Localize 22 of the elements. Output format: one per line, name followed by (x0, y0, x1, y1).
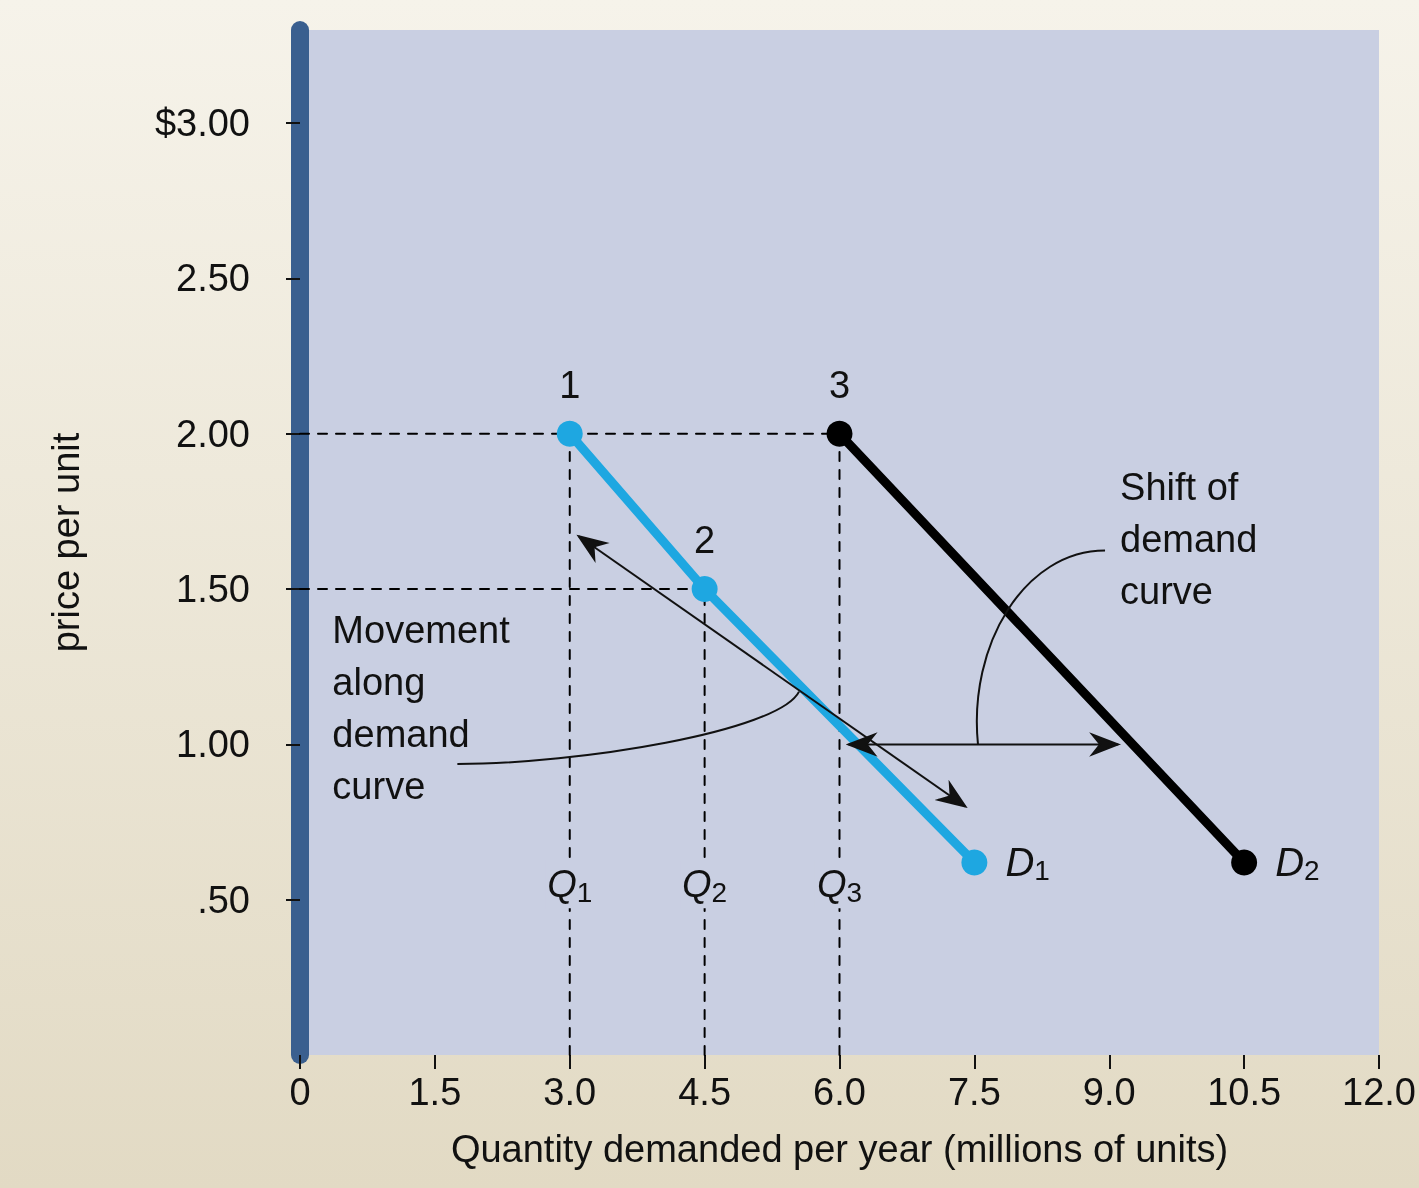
annotation: 1 (559, 363, 581, 406)
y-axis-title: price per unit (45, 432, 87, 653)
x-tick-label: 6.0 (813, 1071, 866, 1113)
x-tick-label: 9.0 (1082, 1071, 1136, 1113)
y-tick-label: 1.50 (176, 568, 250, 611)
y-tick-label: .50 (197, 878, 250, 921)
annotation: 2 (694, 519, 716, 562)
annotation: 3 (828, 363, 851, 406)
x-tick-label: 3.0 (543, 1071, 597, 1113)
x-axis-title: Quantity demanded per year (millions of units) (450, 1128, 1229, 1170)
x-tick-label: 12.0 (1342, 1071, 1416, 1113)
x-tick-label: 10.5 (1207, 1071, 1282, 1113)
y-tick-label: 2.50 (176, 257, 250, 300)
x-tick-label: 4.5 (678, 1071, 732, 1113)
y-tick-label: $3.00 (154, 102, 250, 145)
y-tick-label: 2.00 (176, 412, 250, 455)
x-tick-label: 7.5 (947, 1071, 1001, 1113)
x-tick-label: 1.5 (408, 1071, 462, 1113)
annotation: Shift of demand curve (1120, 465, 1268, 612)
x-tick-label: 0 (289, 1071, 311, 1113)
y-tick-label: 1.00 (176, 723, 250, 766)
annotation: Movement along demand curve (332, 609, 521, 807)
